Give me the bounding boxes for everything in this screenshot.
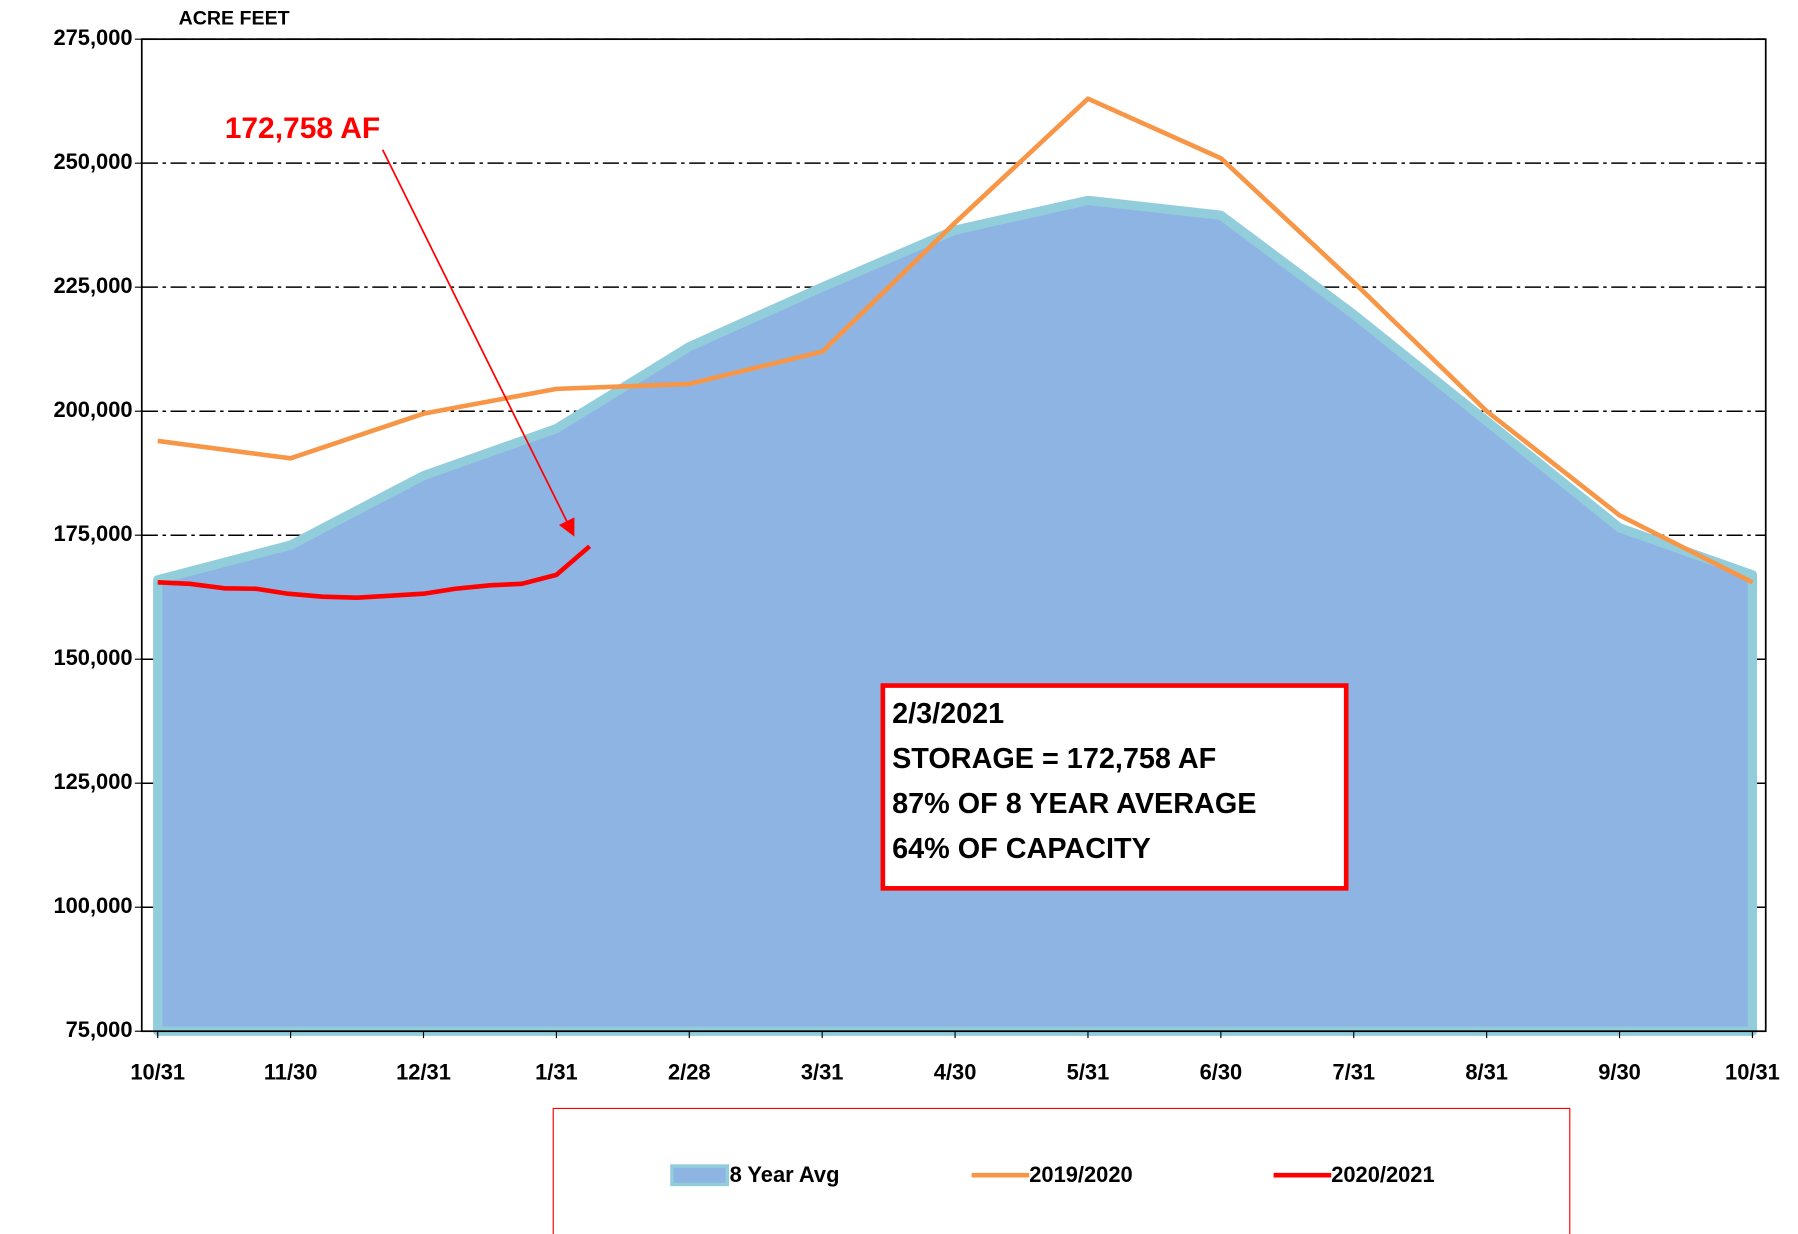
y-tick-label: 100,000 <box>53 893 132 918</box>
info-box <box>880 683 1349 891</box>
y-tick-label: 150,000 <box>53 645 132 670</box>
x-tick-label: 6/30 <box>1200 1060 1243 1085</box>
info-line: 64% OF CAPACITY <box>892 833 1151 865</box>
callout-arrow <box>381 149 575 537</box>
info-line: 2/3/2021 <box>892 698 1004 730</box>
y-tick-label: 225,000 <box>53 273 132 298</box>
y-tick-label: 250,000 <box>53 149 132 174</box>
legend-label: 2019/2020 <box>1029 1162 1132 1187</box>
plot-frame <box>140 38 1767 1033</box>
x-tick-label: 5/31 <box>1067 1060 1110 1085</box>
legend-label: 2020/2021 <box>1331 1162 1434 1187</box>
y-tick-label: 175,000 <box>53 521 132 546</box>
y-tick-label: 200,000 <box>53 397 132 422</box>
x-tick-label: 8/31 <box>1465 1060 1508 1085</box>
line <box>157 544 592 600</box>
x-tick-label: 10/31 <box>130 1060 185 1085</box>
x-tick-label: 1/31 <box>535 1060 578 1085</box>
info-line: STORAGE = 172,758 AF <box>892 743 1216 775</box>
y-tick-label: 75,000 <box>66 1017 133 1042</box>
x-tick-label: 2/28 <box>668 1060 711 1085</box>
x-tick-label: 7/31 <box>1332 1060 1375 1085</box>
x-tick-label: 4/30 <box>934 1060 977 1085</box>
x-tick-label: 10/31 <box>1725 1060 1780 1085</box>
x-tick-label: 11/30 <box>264 1060 318 1085</box>
line <box>157 96 1754 585</box>
legend-swatch <box>670 1164 729 1187</box>
area <box>153 195 1758 1036</box>
y-axis-label: ACRE FEET <box>179 8 290 30</box>
legend-label: 8 Year Avg <box>730 1162 840 1187</box>
y-tick-label: 275,000 <box>53 25 132 50</box>
x-tick-label: 9/30 <box>1598 1060 1641 1085</box>
info-line: 87% OF 8 YEAR AVERAGE <box>892 788 1256 820</box>
y-tick-label: 125,000 <box>53 769 132 794</box>
x-tick-label: 12/31 <box>396 1060 451 1085</box>
x-tick-label: 3/31 <box>801 1060 844 1085</box>
legend-box <box>552 1107 1571 1234</box>
callout: 172,758 AF <box>225 112 380 145</box>
